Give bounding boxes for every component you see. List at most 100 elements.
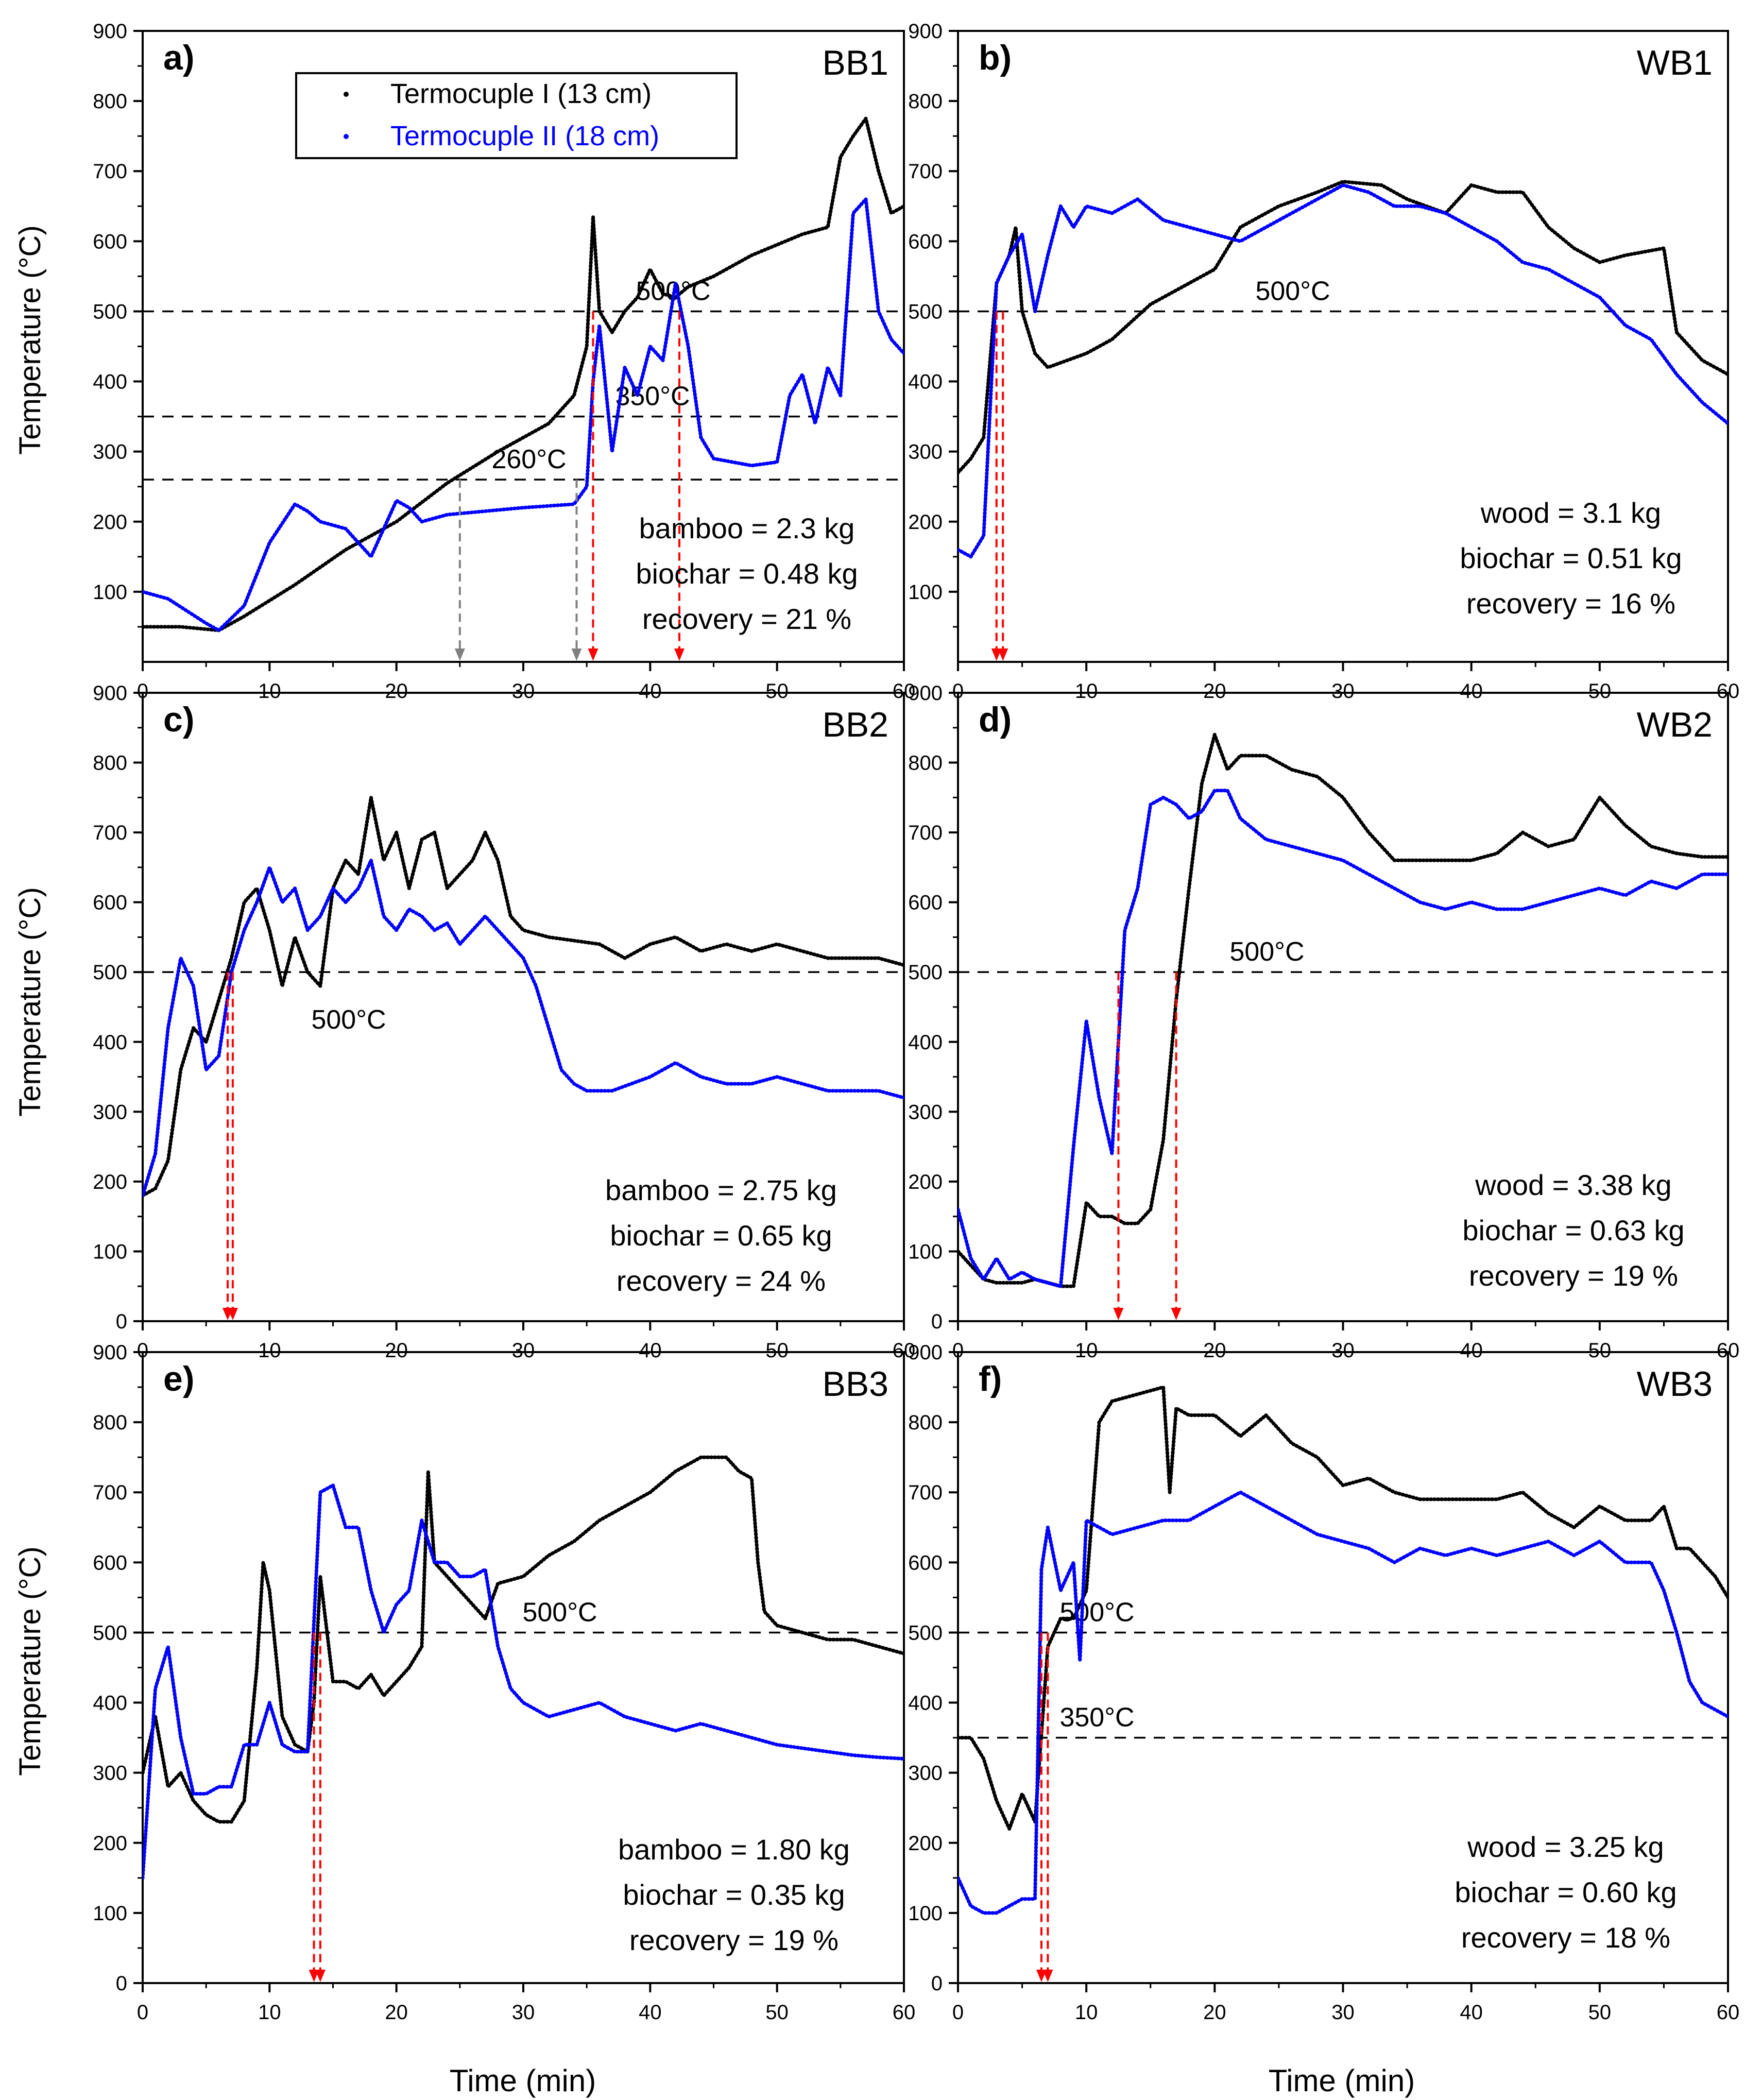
y-tick-label: 600 bbox=[908, 1551, 943, 1574]
series-termocuple-2 bbox=[143, 858, 904, 1198]
series-group bbox=[143, 1455, 904, 1880]
mass-annotation-line: recovery = 24 % bbox=[617, 1265, 826, 1297]
mass-annotation-line: bamboo = 1.80 kg bbox=[618, 1833, 850, 1866]
time-arrow-head bbox=[1171, 1308, 1182, 1320]
y-tick-label: 100 bbox=[908, 581, 943, 604]
y-tick-label: 700 bbox=[93, 822, 127, 844]
x-tick-label: 0 bbox=[952, 2001, 964, 2024]
mass-annotation-line: biochar = 0.63 kg bbox=[1462, 1214, 1684, 1247]
time-arrow-head bbox=[454, 648, 465, 661]
y-tick-label: 500 bbox=[93, 961, 127, 984]
y-tick-label: 100 bbox=[93, 581, 127, 604]
y-tick-label: 0 bbox=[116, 1310, 127, 1333]
legend-label-termocuple-2: Termocuple II (18 cm) bbox=[390, 121, 659, 151]
mass-annotation-line: wood = 3.25 kg bbox=[1467, 1831, 1664, 1863]
mass-annotation-line: wood = 3.1 kg bbox=[1480, 497, 1661, 529]
y-tick-label: 800 bbox=[908, 752, 943, 775]
mass-annotation-line: biochar = 0.35 kg bbox=[623, 1879, 845, 1911]
y-tick-label: 900 bbox=[908, 682, 943, 705]
y-tick-label: 900 bbox=[93, 682, 127, 705]
mass-annotation-line: bamboo = 2.3 kg bbox=[639, 512, 855, 544]
y-tick-label: 200 bbox=[908, 1171, 943, 1193]
x-axis-label-left: Time (min) bbox=[450, 2063, 596, 2098]
series-group bbox=[143, 116, 904, 633]
panel-title: BB2 bbox=[822, 705, 888, 744]
panel-bb3: 0 10 20 30 40 50 60010020030040050060070080090… bbox=[93, 1341, 915, 2024]
reference-label-500: 500°C bbox=[1255, 276, 1330, 306]
x-tick-label: 50 bbox=[1588, 680, 1612, 703]
mass-annotation-line: biochar = 0.51 kg bbox=[1460, 542, 1682, 574]
series-termocuple-1 bbox=[143, 116, 904, 633]
mass-annotation-line: recovery = 18 % bbox=[1461, 1921, 1670, 1954]
y-tick-label: 300 bbox=[908, 1101, 943, 1123]
y-tick-label: 0 bbox=[931, 1972, 943, 1995]
y-tick-label: 900 bbox=[93, 20, 127, 43]
reference-label-500: 500°C bbox=[311, 1005, 386, 1035]
y-tick-label: 700 bbox=[908, 160, 943, 183]
y-tick-label: 500 bbox=[93, 300, 127, 323]
x-tick-label: 30 bbox=[512, 2001, 535, 2024]
y-tick-label: 900 bbox=[908, 1341, 943, 1364]
panel-letter: e) bbox=[163, 1359, 194, 1398]
panel-letter: c) bbox=[163, 700, 194, 739]
y-tick-label: 300 bbox=[908, 441, 943, 464]
x-tick-label: 60 bbox=[893, 2001, 916, 2024]
x-tick-label: 30 bbox=[1331, 680, 1355, 703]
x-tick-label: 50 bbox=[765, 1339, 789, 1362]
y-tick-label: 700 bbox=[908, 822, 943, 844]
y-tick-label: 200 bbox=[93, 1171, 127, 1193]
x-tick-label: 40 bbox=[1460, 1339, 1483, 1362]
y-tick-label: 700 bbox=[93, 1481, 127, 1504]
panel-title: BB3 bbox=[822, 1364, 888, 1404]
y-tick-label: 400 bbox=[93, 371, 127, 394]
y-tick-label: 300 bbox=[908, 1762, 943, 1785]
mass-annotation-line: biochar = 0.60 kg bbox=[1455, 1876, 1677, 1908]
x-tick-label: 40 bbox=[639, 680, 662, 703]
y-tick-label: 100 bbox=[93, 1902, 127, 1925]
y-tick-label: 300 bbox=[93, 441, 127, 464]
panel-letter: b) bbox=[979, 38, 1012, 77]
y-tick-label: 100 bbox=[908, 1240, 943, 1263]
series-termocuple-2 bbox=[958, 183, 1728, 559]
x-tick-label: 30 bbox=[512, 1339, 535, 1362]
y-tick-label: 800 bbox=[93, 90, 127, 113]
series-group bbox=[958, 1385, 1728, 1915]
mass-annotation-line: recovery = 19 % bbox=[1469, 1259, 1678, 1292]
y-tick-label: 600 bbox=[93, 230, 127, 253]
x-tick-label: 40 bbox=[639, 1339, 662, 1362]
time-arrow-head bbox=[315, 1970, 326, 1982]
x-tick-label: 10 bbox=[1075, 2001, 1098, 2024]
series-group bbox=[958, 180, 1728, 559]
panel-wb3: 0 10 20 30 40 50 60010020030040050060070080090… bbox=[908, 1341, 1739, 2024]
y-tick-label: 200 bbox=[93, 511, 127, 534]
series-termocuple-2 bbox=[958, 1490, 1728, 1915]
y-tick-label: 500 bbox=[908, 300, 943, 323]
y-tick-label: 200 bbox=[908, 511, 943, 534]
panel-bb1: 0 10 20 30 40 50 60100200300400500600700800900… bbox=[93, 20, 915, 703]
time-arrow-head bbox=[1113, 1308, 1124, 1320]
x-tick-label: 40 bbox=[1460, 2001, 1483, 2024]
y-tick-label: 800 bbox=[908, 90, 943, 113]
panel-title: WB1 bbox=[1637, 43, 1713, 82]
y-axis-label-bottom: Temperature (°C) bbox=[13, 1546, 47, 1775]
x-tick-label: 60 bbox=[1717, 2001, 1740, 2024]
series-termocuple-1 bbox=[143, 1455, 904, 1824]
x-tick-label: 0 bbox=[137, 1339, 148, 1362]
panel-bb2: 0 10 20 30 40 50 60010020030040050060070080090… bbox=[93, 682, 915, 1362]
legend-marker-termocuple-2 bbox=[344, 134, 349, 139]
time-arrow-head bbox=[571, 648, 582, 661]
time-arrow-head bbox=[998, 648, 1008, 661]
mass-annotation-line: wood = 3.38 kg bbox=[1475, 1169, 1671, 1201]
x-tick-label: 20 bbox=[385, 2001, 408, 2024]
y-tick-label: 600 bbox=[93, 1551, 127, 1574]
panel-wb1: 0 10 20 30 40 50 60100200300400500600700800900… bbox=[908, 20, 1739, 703]
x-tick-label: 50 bbox=[765, 2001, 789, 2024]
panel-letter: d) bbox=[979, 700, 1012, 739]
x-tick-label: 50 bbox=[1588, 2001, 1612, 2024]
panel-title: WB3 bbox=[1637, 1364, 1713, 1404]
reference-label-500: 500°C bbox=[1059, 1597, 1134, 1627]
x-tick-label: 10 bbox=[1075, 1339, 1098, 1362]
mass-annotation-line: recovery = 21 % bbox=[642, 603, 851, 635]
x-tick-label: 20 bbox=[385, 1339, 408, 1362]
x-tick-label: 10 bbox=[1075, 680, 1098, 703]
